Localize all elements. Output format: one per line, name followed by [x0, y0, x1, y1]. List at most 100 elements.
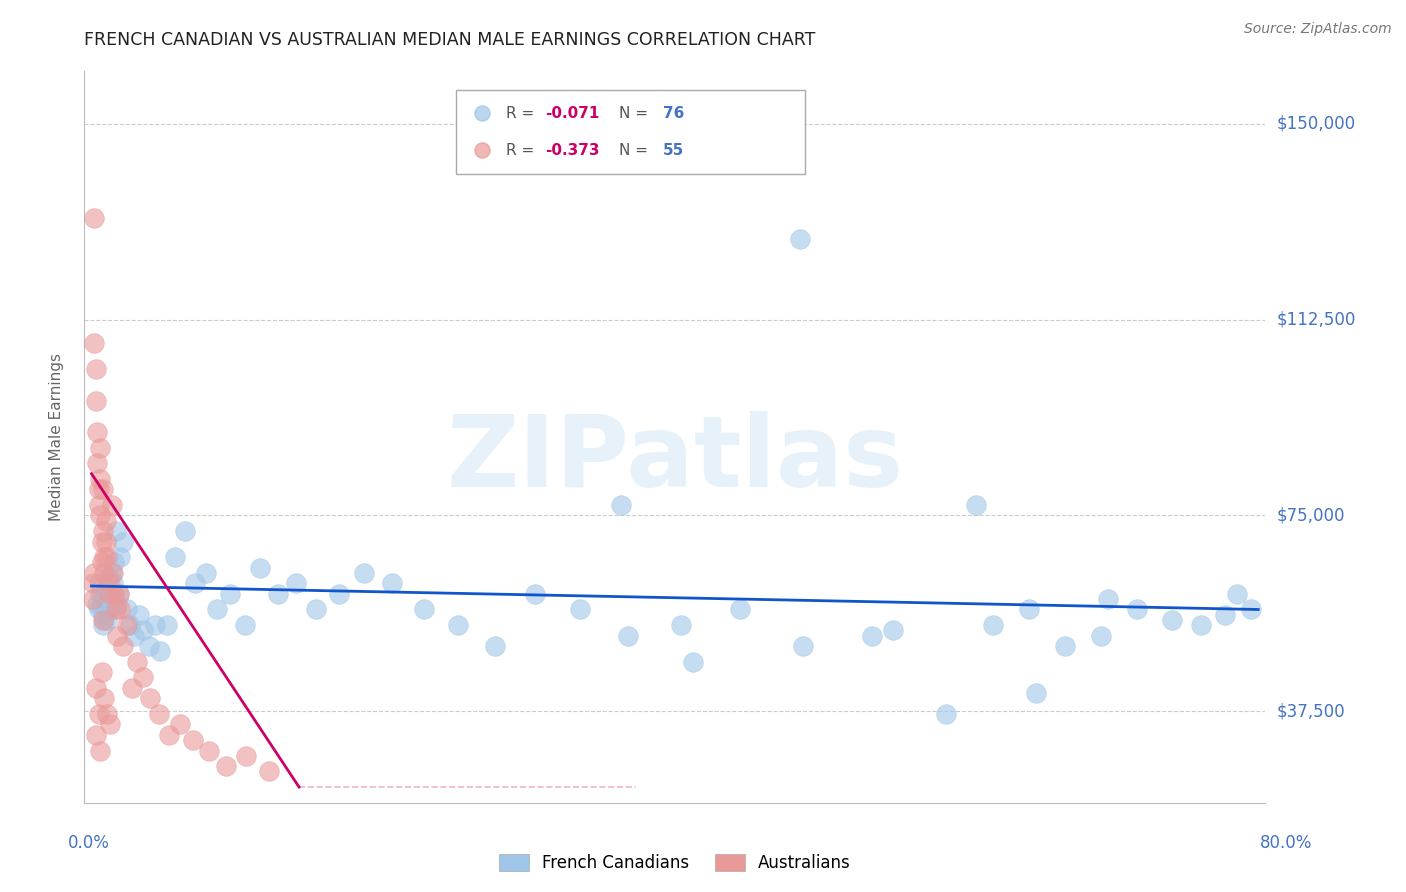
Point — [568, 602, 591, 616]
Point — [86, 597, 108, 611]
Point — [381, 576, 404, 591]
Text: N =: N = — [620, 105, 654, 120]
Point — [198, 743, 221, 757]
Point — [96, 550, 118, 565]
Point — [83, 566, 105, 580]
Point — [93, 550, 115, 565]
Point — [127, 655, 149, 669]
Point — [328, 587, 350, 601]
Point — [104, 602, 127, 616]
Point — [91, 483, 114, 497]
Point — [87, 706, 110, 721]
Point — [86, 456, 108, 470]
Point — [207, 602, 229, 616]
Point — [1240, 602, 1263, 616]
Point — [447, 618, 470, 632]
Point — [91, 607, 114, 622]
Point — [1097, 592, 1119, 607]
Point — [235, 748, 257, 763]
Point — [98, 602, 121, 616]
Text: $112,500: $112,500 — [1277, 310, 1355, 328]
Point — [728, 602, 751, 616]
Point — [89, 743, 111, 757]
Text: $37,500: $37,500 — [1277, 702, 1346, 721]
Point — [128, 607, 150, 622]
Point — [84, 362, 107, 376]
Point — [132, 624, 155, 638]
Point — [139, 691, 162, 706]
Point — [90, 556, 112, 570]
Text: N =: N = — [620, 143, 654, 158]
Point — [91, 618, 114, 632]
Point — [1189, 618, 1212, 632]
Point — [89, 508, 111, 523]
Point — [101, 587, 124, 601]
Point — [1125, 602, 1147, 616]
Point — [90, 597, 112, 611]
Point — [1053, 639, 1076, 653]
FancyBboxPatch shape — [457, 90, 804, 174]
Point — [181, 733, 204, 747]
Point — [143, 618, 166, 632]
Point — [215, 759, 238, 773]
Point — [107, 587, 129, 601]
Point — [1161, 613, 1184, 627]
Point — [98, 587, 121, 601]
Text: R =: R = — [506, 105, 538, 120]
Text: FRENCH CANADIAN VS AUSTRALIAN MEDIAN MALE EARNINGS CORRELATION CHART: FRENCH CANADIAN VS AUSTRALIAN MEDIAN MAL… — [84, 31, 815, 49]
Point — [163, 550, 186, 565]
Point — [671, 618, 693, 632]
Point — [93, 592, 115, 607]
Point — [107, 587, 129, 601]
Point — [83, 336, 105, 351]
Point — [89, 587, 111, 601]
Point — [94, 534, 117, 549]
Point — [120, 618, 142, 632]
Point — [86, 425, 108, 439]
Point — [484, 639, 506, 653]
Point — [1018, 602, 1040, 616]
Point — [90, 534, 112, 549]
Point — [96, 587, 118, 601]
Legend: French Canadians, Australians: French Canadians, Australians — [492, 847, 858, 879]
Point — [124, 629, 146, 643]
Point — [96, 706, 118, 721]
Point — [82, 576, 104, 591]
Point — [89, 441, 111, 455]
Point — [93, 566, 115, 580]
Point — [1090, 629, 1112, 643]
Point — [87, 602, 110, 616]
Point — [82, 592, 104, 607]
Point — [97, 576, 120, 591]
Text: -0.071: -0.071 — [546, 105, 599, 120]
Text: Source: ZipAtlas.com: Source: ZipAtlas.com — [1244, 22, 1392, 37]
Point — [84, 681, 107, 695]
Text: 80.0%: 80.0% — [1260, 834, 1313, 852]
Point — [89, 472, 111, 486]
Point — [121, 681, 143, 695]
Point — [103, 556, 125, 570]
Point — [882, 624, 904, 638]
Text: ZIPatlas: ZIPatlas — [447, 410, 903, 508]
Point — [1025, 686, 1047, 700]
Point — [105, 629, 128, 643]
Point — [789, 231, 811, 245]
Point — [93, 613, 115, 627]
Point — [195, 566, 218, 580]
Text: $150,000: $150,000 — [1277, 114, 1355, 133]
Point — [98, 592, 121, 607]
Point — [100, 566, 122, 580]
Point — [91, 613, 114, 627]
Point — [1226, 587, 1249, 601]
Point — [156, 618, 179, 632]
Y-axis label: Median Male Earnings: Median Male Earnings — [49, 353, 63, 521]
Point — [965, 498, 987, 512]
Point — [84, 393, 107, 408]
Point — [97, 571, 120, 585]
Point — [792, 639, 814, 653]
Point — [101, 566, 124, 580]
Point — [108, 602, 131, 616]
Point — [233, 618, 256, 632]
Point — [148, 706, 170, 721]
Point — [1213, 607, 1236, 622]
